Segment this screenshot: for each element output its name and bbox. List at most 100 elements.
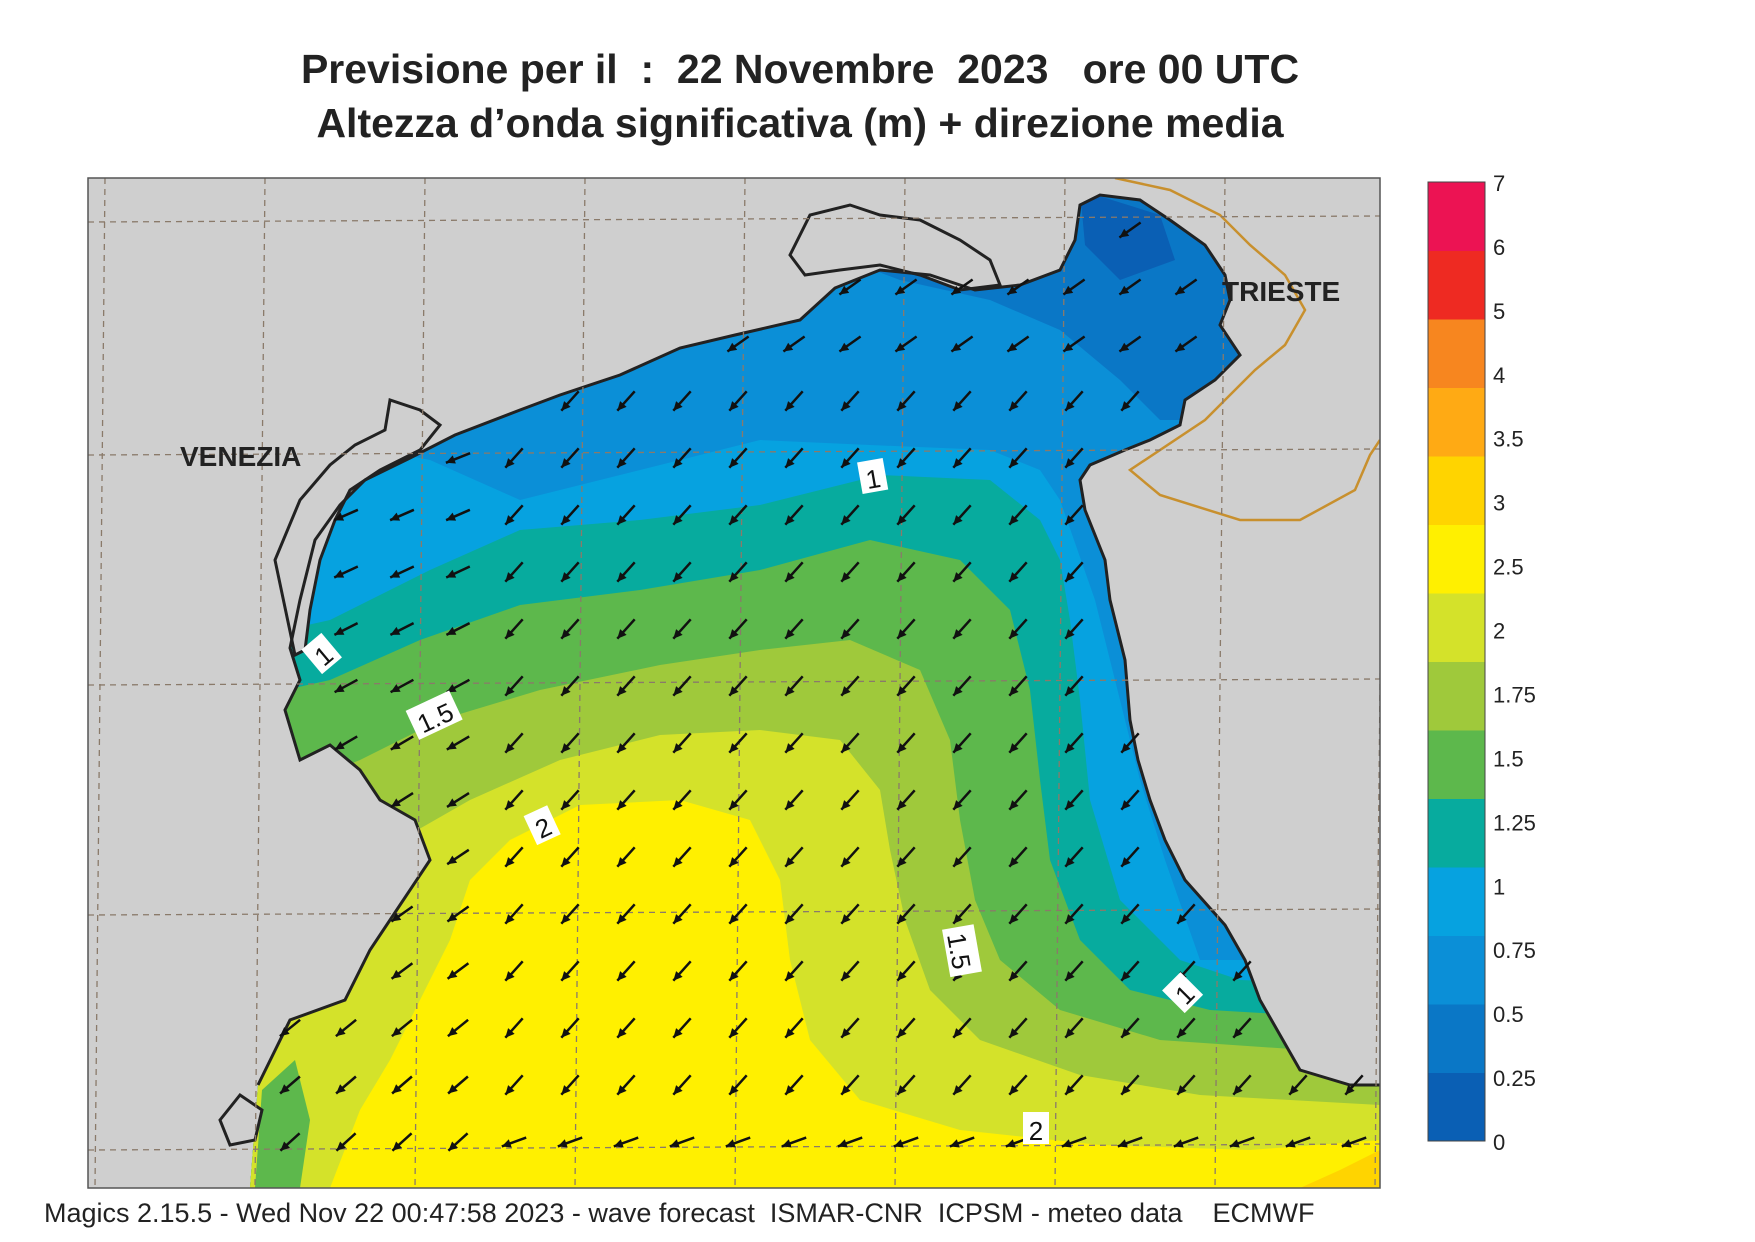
direction-arrow-head (785, 572, 795, 582)
direction-arrow-head (949, 1139, 960, 1148)
direction-arrow-head (953, 629, 963, 639)
direction-arrow-head (390, 626, 401, 635)
direction-arrow-head (617, 857, 627, 867)
direction-arrow-head (953, 686, 963, 696)
legend-swatch (1428, 456, 1485, 525)
direction-arrow-head (1065, 857, 1075, 867)
direction-arrow-head (505, 1028, 515, 1038)
grid-meridian (94, 178, 106, 1188)
grado-lagoon (788, 203, 1003, 292)
legend-swatch (1428, 319, 1485, 388)
direction-arrow-head (729, 1028, 739, 1038)
legend-swatch (1428, 387, 1485, 457)
direction-arrow-head (673, 914, 683, 924)
direction-arrow-head (617, 743, 627, 753)
direction-arrow-head (1121, 1028, 1131, 1038)
direction-arrow-head (561, 857, 571, 867)
direction-arrow-head (953, 572, 963, 582)
direction-arrow-head (505, 914, 515, 924)
direction-arrow-head (334, 512, 345, 521)
legend-swatch (1428, 593, 1485, 662)
direction-arrow-head (841, 515, 851, 525)
direction-arrow-head (897, 743, 907, 753)
legend-tick-label: 1 (1493, 874, 1505, 899)
direction-arrow-head (1119, 228, 1130, 238)
direction-arrow-head (1063, 285, 1074, 295)
band-200-250 (330, 800, 1380, 1188)
direction-arrow-head (785, 971, 795, 981)
grid-meridian (734, 178, 746, 1188)
direction-arrow-head (1007, 285, 1018, 295)
contour-label: 1 (863, 463, 882, 495)
direction-arrow-head (729, 458, 739, 468)
band-250-300 (1300, 1150, 1380, 1188)
direction-arrow-head (951, 285, 962, 295)
direction-arrow-head (279, 1027, 290, 1037)
direction-arrow-head (785, 401, 795, 411)
city-label-trieste: TRIESTE (1222, 276, 1340, 307)
direction-arrow-head (617, 629, 627, 639)
legend-tick-label: 0.5 (1493, 1002, 1524, 1027)
direction-arrow-head (390, 684, 401, 693)
direction-arrow-head (953, 401, 963, 411)
direction-arrow-head (729, 629, 739, 639)
legend-tick-label: 5 (1493, 299, 1505, 324)
legend-tick-label: 0.75 (1493, 938, 1536, 963)
direction-arrow-head (1121, 743, 1131, 753)
direction-arrow-head (1005, 1139, 1016, 1148)
po-delta-island (218, 1092, 264, 1147)
title-block: Previsione per il : 22 Novembre 2023 ore… (0, 42, 1600, 150)
direction-arrow-head (729, 914, 739, 924)
legend-colorbar: 7 6 5 4 3.5 3 2.5 2 1.75 1.5 1.25 1 0.75 0.5 0.25 0 (1427, 171, 1536, 1155)
direction-arrow-head (1341, 1139, 1352, 1148)
direction-arrow-head (613, 1139, 624, 1148)
direction-arrow-head (953, 1085, 963, 1095)
legend-swatch (1428, 661, 1485, 731)
direction-arrow-head (729, 572, 739, 582)
direction-arrow-head (841, 743, 851, 753)
direction-arrow-head (447, 1027, 458, 1037)
direction-arrow-head (392, 1141, 402, 1151)
direction-arrow-head (1173, 1139, 1184, 1148)
direction-arrow-head (1229, 1139, 1240, 1148)
direction-arrow-head (1009, 458, 1019, 468)
direction-arrow-head (783, 342, 794, 352)
coastline (256, 193, 1380, 1087)
direction-arrow-head (446, 512, 457, 521)
direction-arrow-head (785, 1028, 795, 1038)
direction-arrow-head (505, 515, 515, 525)
direction-arrow-head (336, 1141, 346, 1151)
direction-arrow-head (673, 401, 683, 411)
direction-arrow-head (953, 1028, 963, 1038)
direction-arrow-head (448, 1141, 458, 1151)
direction-arrow-head (561, 1085, 571, 1095)
direction-arrow-head (729, 743, 739, 753)
legend-swatch (1428, 730, 1485, 799)
direction-arrow-head (1065, 914, 1075, 924)
direction-arrow-head (785, 857, 795, 867)
direction-arrow-head (617, 914, 627, 924)
legend-tick-label: 2 (1493, 619, 1505, 644)
direction-arrow-head (334, 569, 345, 578)
direction-arrow-head (561, 914, 571, 924)
direction-arrow-head (561, 572, 571, 582)
direction-arrow-head (1233, 971, 1243, 981)
direction-arrow-head (561, 971, 571, 981)
direction-arrow-head (617, 458, 627, 468)
direction-arrow-head (334, 741, 345, 750)
direction-arrow-head (841, 458, 851, 468)
direction-arrow-head (617, 572, 627, 582)
direction-arrow-head (781, 1139, 792, 1148)
direction-arrow-head (841, 914, 851, 924)
direction-arrow-head (1175, 342, 1186, 352)
direction-arrow-head (1061, 1139, 1072, 1148)
direction-arrow-head (1065, 743, 1075, 753)
direction-arrow-head (505, 629, 515, 639)
direction-arrow-head (617, 515, 627, 525)
direction-arrow-head (1065, 401, 1075, 411)
direction-arrow-head (1009, 800, 1019, 810)
legend-tick-label: 1.75 (1493, 683, 1536, 708)
direction-arrow-head (505, 743, 515, 753)
legend-swatch (1428, 250, 1485, 320)
legend-swatch (1428, 182, 1485, 251)
